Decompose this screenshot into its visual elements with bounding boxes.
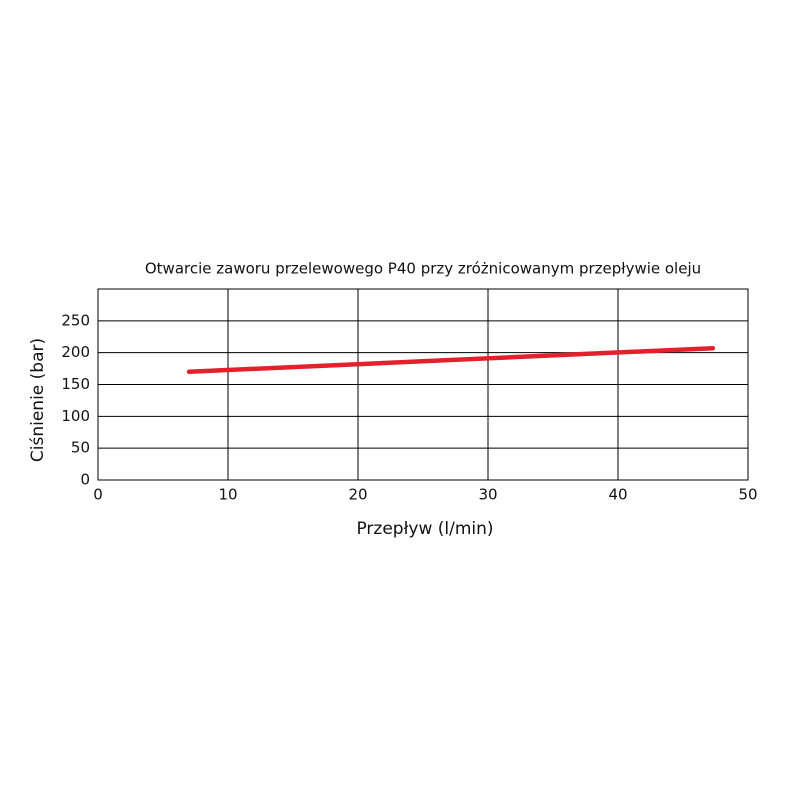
x-tick-label: 0 (93, 486, 103, 504)
y-axis-label: Ciśnienie (bar) (28, 338, 48, 462)
y-tick-label: 150 (61, 375, 90, 393)
x-tick-label: 40 (608, 486, 627, 504)
y-tick-label: 100 (61, 407, 90, 425)
x-axis-label: Przepływ (l/min) (356, 519, 493, 539)
x-tick-label: 30 (478, 486, 497, 504)
x-tick-label: 50 (738, 486, 757, 504)
y-tick-label: 200 (61, 343, 90, 361)
y-tick-label: 250 (61, 311, 90, 329)
y-tick-label: 0 (80, 471, 90, 489)
x-tick-label: 20 (348, 486, 367, 504)
x-tick-label: 10 (218, 486, 237, 504)
data-line (186, 345, 716, 375)
y-tick-label: 50 (71, 439, 90, 457)
chart-title: Otwarcie zaworu przelewowego P40 przy zr… (145, 260, 701, 278)
